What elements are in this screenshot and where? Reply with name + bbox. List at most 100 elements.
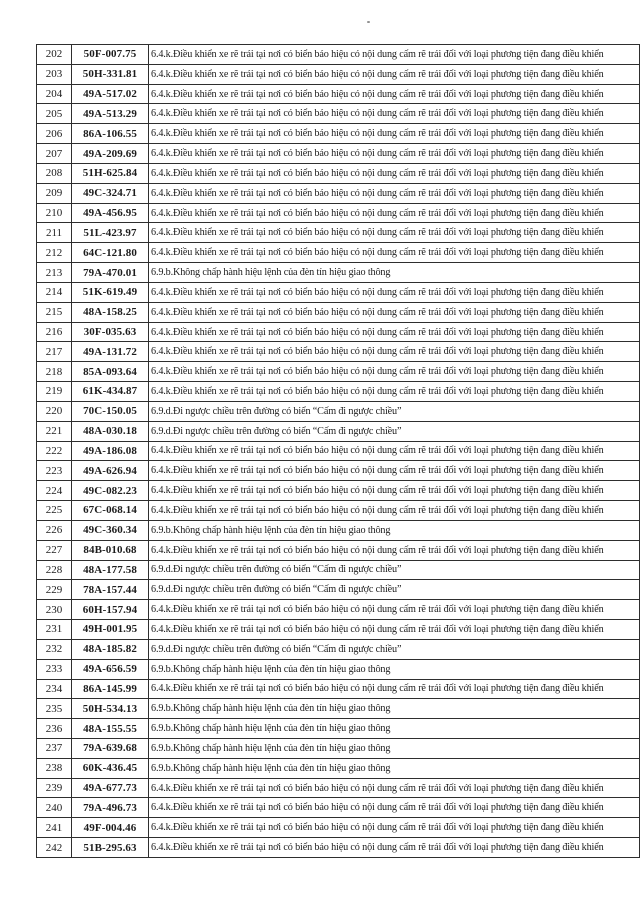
row-index-cell: 242 — [36, 837, 72, 858]
table-row: 225 67C-068.14 6.4.k.Điều khiển xe rẽ trái… — [36, 500, 640, 521]
row-index-cell: 241 — [36, 817, 72, 839]
license-plate-cell: 49A-186.08 — [71, 440, 149, 462]
violation-text-cell: 6.4.k.Điều khiển xe rẽ trái tại nơi có b… — [148, 83, 640, 105]
table-row: 242 51B-295.63 6.4.k.Điều khiển xe rẽ trái… — [36, 837, 640, 858]
license-plate-cell: 79A-496.73 — [71, 797, 149, 819]
row-index-cell: 203 — [36, 63, 72, 85]
row-index-cell: 232 — [36, 638, 72, 660]
license-plate-cell: 51B-295.63 — [71, 837, 149, 858]
violation-text-cell: 6.9.d.Đi ngược chiều trên đường có biển … — [148, 420, 640, 442]
table-row: 234 86A-145.99 6.4.k.Điều khiển xe rẽ trái… — [36, 678, 640, 700]
table-row: 210 49A-456.95 6.4.k.Điều khiển xe rẽ trái… — [36, 202, 640, 224]
table-row: 240 79A-496.73 6.4.k.Điều khiển xe rẽ trái… — [36, 797, 640, 819]
license-plate-cell: 30F-035.63 — [71, 321, 149, 343]
row-index-cell: 223 — [36, 460, 72, 482]
row-index-cell: 216 — [36, 321, 72, 343]
row-index-cell: 226 — [36, 519, 72, 541]
violation-text-cell: 6.4.k.Điều khiển xe rẽ trái tại nơi có b… — [148, 281, 640, 303]
row-index-cell: 220 — [36, 400, 72, 422]
license-plate-cell: 85A-093.64 — [71, 361, 149, 383]
row-index-cell: 228 — [36, 559, 72, 581]
row-index-cell: 205 — [36, 103, 72, 125]
violations-table-body: 202 50F-007.75 6.4.k.Điều khiển xe rẽ trái… — [36, 44, 640, 858]
table-row: 216 30F-035.63 6.4.k.Điều khiển xe rẽ trái… — [36, 321, 640, 343]
table-row: 222 49A-186.08 6.4.k.Điều khiển xe rẽ trái… — [36, 440, 640, 462]
license-plate-cell: 50H-534.13 — [71, 698, 149, 720]
violation-text-cell: 6.4.k.Điều khiển xe rẽ trái tại nơi có b… — [148, 777, 640, 799]
table-row: 228 48A-177.58 6.9.d.Đi ngược chiều trên đ… — [36, 559, 640, 581]
license-plate-cell: 48A-185.82 — [71, 638, 149, 660]
table-row: 219 61K-434.87 6.4.k.Điều khiển xe rẽ trái… — [36, 381, 640, 402]
violation-text-cell: 6.4.k.Điều khiển xe rẽ trái tại nơi có b… — [148, 202, 640, 224]
row-index-cell: 206 — [36, 123, 72, 145]
row-index-cell: 225 — [36, 500, 72, 521]
table-row: 227 84B-010.68 6.4.k.Điều khiển xe rẽ trái… — [36, 539, 640, 561]
row-index-cell: 234 — [36, 678, 72, 700]
table-row: 217 49A-131.72 6.4.k.Điều khiển xe rẽ trái… — [36, 341, 640, 363]
violation-text-cell: 6.4.k.Điều khiển xe rẽ trái tại nơi có b… — [148, 222, 640, 244]
license-plate-cell: 78A-157.44 — [71, 579, 149, 601]
table-row: 241 49F-004.46 6.4.k.Điều khiển xe rẽ trái… — [36, 817, 640, 839]
license-plate-cell: 49A-656.59 — [71, 658, 149, 680]
row-index-cell: 214 — [36, 281, 72, 303]
row-index-cell: 239 — [36, 777, 72, 799]
license-plate-cell: 48A-030.18 — [71, 420, 149, 442]
violation-text-cell: 6.9.b.Không chấp hành hiệu lệnh của đèn … — [148, 737, 640, 759]
violation-text-cell: 6.9.b.Không chấp hành hiệu lệnh của đèn … — [148, 519, 640, 541]
violation-text-cell: 6.4.k.Điều khiển xe rẽ trái tại nơi có b… — [148, 242, 640, 264]
violation-text-cell: 6.4.k.Điều khiển xe rẽ trái tại nơi có b… — [148, 797, 640, 819]
table-row: 238 60K-436.45 6.9.b.Không chấp hành hiệu … — [36, 757, 640, 779]
row-index-cell: 236 — [36, 718, 72, 739]
table-row: 229 78A-157.44 6.9.d.Đi ngược chiều trên đ… — [36, 579, 640, 601]
license-plate-cell: 49C-360.34 — [71, 519, 149, 541]
license-plate-cell: 60H-157.94 — [71, 599, 149, 621]
table-row: 215 48A-158.25 6.4.k.Điều khiển xe rẽ trái… — [36, 301, 640, 323]
table-row: 209 49C-324.71 6.4.k.Điều khiển xe rẽ trái… — [36, 182, 640, 204]
license-plate-cell: 48A-177.58 — [71, 559, 149, 581]
license-plate-cell: 51L-423.97 — [71, 222, 149, 244]
violation-text-cell: 6.4.k.Điều khiển xe rẽ trái tại nơi có b… — [148, 301, 640, 323]
license-plate-cell: 49A-626.94 — [71, 460, 149, 482]
license-plate-cell: 51K-619.49 — [71, 281, 149, 303]
license-plate-cell: 51H-625.84 — [71, 162, 149, 184]
violation-text-cell: 6.9.d.Đi ngược chiều trên đường có biển … — [148, 400, 640, 422]
violation-text-cell: 6.9.b.Không chấp hành hiệu lệnh của đèn … — [148, 718, 640, 739]
violation-text-cell: 6.4.k.Điều khiển xe rẽ trái tại nơi có b… — [148, 381, 640, 402]
row-index-cell: 207 — [36, 143, 72, 164]
table-row: 212 64C-121.80 6.4.k.Điều khiển xe rẽ trái… — [36, 242, 640, 264]
table-row: 232 48A-185.82 6.9.d.Đi ngược chiều trên đ… — [36, 638, 640, 660]
license-plate-cell: 64C-121.80 — [71, 242, 149, 264]
row-index-cell: 224 — [36, 480, 72, 502]
violation-text-cell: 6.4.k.Điều khiển xe rẽ trái tại nơi có b… — [148, 143, 640, 164]
license-plate-cell: 50H-331.81 — [71, 63, 149, 85]
license-plate-cell: 49C-082.23 — [71, 480, 149, 502]
row-index-cell: 229 — [36, 579, 72, 601]
table-row: 237 79A-639.68 6.9.b.Không chấp hành hiệu … — [36, 737, 640, 759]
table-row: 211 51L-423.97 6.4.k.Điều khiển xe rẽ trái… — [36, 222, 640, 244]
violation-text-cell: 6.4.k.Điều khiển xe rẽ trái tại nơi có b… — [148, 619, 640, 640]
table-row: 224 49C-082.23 6.4.k.Điều khiển xe rẽ trái… — [36, 480, 640, 502]
violation-text-cell: 6.4.k.Điều khiển xe rẽ trái tại nơi có b… — [148, 63, 640, 85]
license-plate-cell: 84B-010.68 — [71, 539, 149, 561]
violation-text-cell: 6.4.k.Điều khiển xe rẽ trái tại nơi có b… — [148, 817, 640, 839]
license-plate-cell: 49A-517.02 — [71, 83, 149, 105]
table-row: 239 49A-677.73 6.4.k.Điều khiển xe rẽ trái… — [36, 777, 640, 799]
violation-text-cell: 6.9.d.Đi ngược chiều trên đường có biển … — [148, 559, 640, 581]
violation-text-cell: 6.4.k.Điều khiển xe rẽ trái tại nơi có b… — [148, 321, 640, 343]
row-index-cell: 219 — [36, 381, 72, 402]
table-row: 214 51K-619.49 6.4.k.Điều khiển xe rẽ trái… — [36, 281, 640, 303]
table-row: 230 60H-157.94 6.4.k.Điều khiển xe rẽ trái… — [36, 599, 640, 621]
license-plate-cell: 48A-155.55 — [71, 718, 149, 739]
violation-text-cell: 6.4.k.Điều khiển xe rẽ trái tại nơi có b… — [148, 460, 640, 482]
table-row: 213 79A-470.01 6.9.b.Không chấp hành hiệu … — [36, 262, 640, 283]
violation-text-cell: 6.9.b.Không chấp hành hiệu lệnh của đèn … — [148, 658, 640, 680]
table-row: 204 49A-517.02 6.4.k.Điều khiển xe rẽ trái… — [36, 83, 640, 105]
scan-artifact-dot — [367, 21, 370, 23]
row-index-cell: 202 — [36, 44, 72, 65]
table-row: 202 50F-007.75 6.4.k.Điều khiển xe rẽ trái… — [36, 44, 640, 65]
row-index-cell: 209 — [36, 182, 72, 204]
violation-text-cell: 6.9.b.Không chấp hành hiệu lệnh của đèn … — [148, 698, 640, 720]
license-plate-cell: 49F-004.46 — [71, 817, 149, 839]
violation-text-cell: 6.4.k.Điều khiển xe rẽ trái tại nơi có b… — [148, 500, 640, 521]
violation-text-cell: 6.4.k.Điều khiển xe rẽ trái tại nơi có b… — [148, 440, 640, 462]
